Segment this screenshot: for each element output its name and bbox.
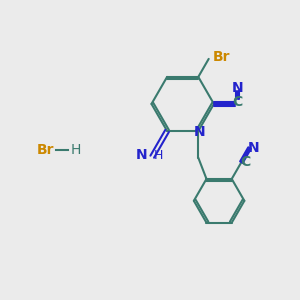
Text: C: C <box>232 95 243 110</box>
Text: N: N <box>247 141 259 155</box>
Text: Br: Br <box>37 143 55 157</box>
Text: H: H <box>154 149 163 162</box>
Text: N: N <box>232 81 244 94</box>
Text: Br: Br <box>213 50 231 64</box>
Text: N: N <box>135 148 147 162</box>
Text: H: H <box>70 143 81 157</box>
Text: C: C <box>240 155 250 169</box>
Text: N: N <box>194 125 206 140</box>
